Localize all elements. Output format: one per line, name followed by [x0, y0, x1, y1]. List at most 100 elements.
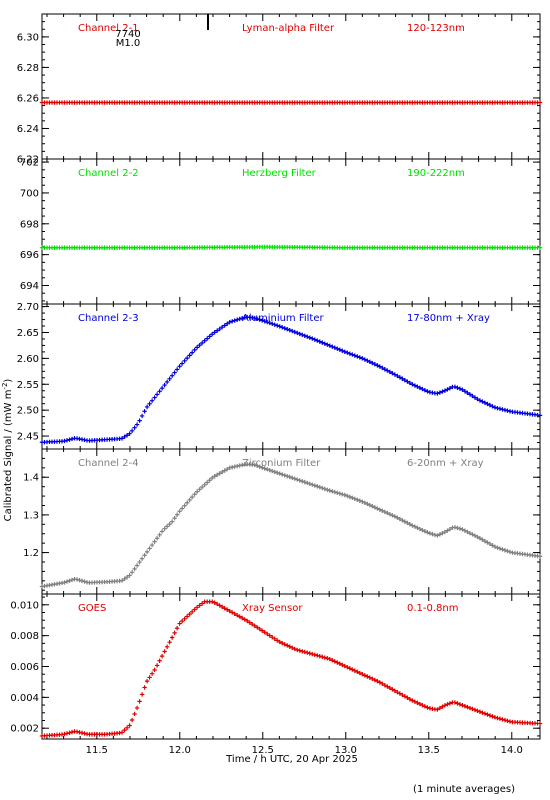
data-point	[455, 525, 460, 531]
data-point	[380, 681, 385, 686]
data-point	[387, 685, 393, 691]
data-point	[134, 563, 140, 568]
data-point	[219, 469, 225, 475]
data-point	[357, 355, 363, 360]
data-point	[300, 332, 305, 338]
data-point	[139, 556, 145, 561]
data-point	[240, 315, 245, 321]
data-point	[387, 511, 393, 517]
data-point	[320, 485, 325, 491]
data-point	[505, 408, 510, 413]
data-point	[452, 384, 458, 390]
data-point	[315, 338, 320, 343]
data-point	[297, 648, 302, 653]
data-point	[240, 615, 245, 621]
data-point	[182, 503, 187, 508]
data-point	[310, 482, 315, 487]
data-point	[472, 533, 478, 538]
data-point	[325, 342, 330, 347]
y-tick-label: 0.002	[10, 724, 39, 735]
data-point	[270, 468, 275, 474]
data-point	[224, 321, 230, 326]
data-point	[124, 725, 130, 731]
data-point	[129, 570, 135, 575]
data-point	[372, 677, 378, 683]
data-point	[222, 323, 227, 328]
data-point	[262, 466, 267, 471]
y-tick-label: 1.4	[23, 473, 39, 484]
data-point	[500, 717, 505, 722]
data-point	[402, 519, 408, 524]
y-tick-label: 6.22	[17, 155, 39, 166]
data-point	[119, 578, 125, 583]
data-point	[292, 329, 297, 335]
data-point	[375, 363, 380, 368]
y-axis-title: Calibrated Signal / (mW m-2)	[1, 379, 14, 522]
panel-1: 6.22 6.24 6.26 6.28 6.30 Channel 2-1 Lyman-alp…	[17, 13, 543, 166]
data-point	[157, 389, 162, 394]
data-point	[365, 501, 370, 507]
data-point	[470, 706, 475, 712]
data-point	[452, 700, 458, 705]
filter-label: Zirconium Filter	[242, 458, 321, 469]
data-series	[39, 100, 543, 105]
panels: 6.22 6.24 6.26 6.28 6.30 Channel 2-1 Lyman-alp…	[10, 13, 543, 756]
data-point	[412, 524, 418, 529]
data-point	[137, 418, 142, 423]
data-point	[367, 502, 373, 508]
data-point	[425, 530, 430, 535]
data-point	[360, 356, 365, 361]
data-point	[172, 370, 177, 375]
y-tick-label: 2.60	[17, 354, 39, 365]
data-point	[280, 472, 285, 477]
data-point	[372, 505, 378, 510]
y-tick-label: 1.2	[23, 548, 39, 559]
data-point	[335, 660, 340, 665]
data-point	[415, 700, 420, 706]
y-tick-label: 6.30	[17, 32, 39, 43]
data-point	[152, 667, 157, 673]
data-point	[445, 387, 450, 392]
data-point	[507, 549, 513, 555]
data-point	[347, 351, 353, 356]
data-point	[497, 406, 503, 411]
data-point	[267, 320, 272, 326]
data-point	[315, 484, 320, 489]
data-point	[335, 346, 340, 351]
data-point	[492, 405, 498, 410]
averaging-note: (1 minute averages)	[413, 784, 515, 795]
data-point	[162, 526, 167, 531]
data-point	[457, 526, 463, 531]
data-point	[345, 665, 350, 670]
data-point	[227, 319, 232, 325]
data-point	[252, 315, 257, 321]
data-point	[340, 662, 345, 668]
data-point	[285, 643, 290, 648]
data-point	[397, 516, 403, 522]
data-point	[385, 684, 390, 689]
y-tick-label: 0.004	[10, 693, 39, 704]
data-point	[255, 316, 260, 322]
data-point	[184, 355, 190, 361]
data-point	[537, 721, 543, 726]
data-point	[477, 536, 483, 541]
data-point	[482, 400, 488, 405]
data-point	[505, 548, 510, 554]
data-point	[62, 580, 67, 585]
data-point	[232, 318, 237, 323]
data-point	[345, 350, 350, 355]
data-point	[182, 616, 187, 621]
data-point	[430, 531, 435, 537]
data-point	[390, 371, 395, 376]
data-point	[177, 364, 182, 369]
data-point	[179, 506, 185, 511]
channel-label: Channel 2-3	[78, 313, 139, 324]
data-point	[440, 389, 445, 394]
data-point	[300, 479, 305, 484]
data-point	[204, 480, 210, 485]
data-point	[480, 537, 485, 542]
data-point	[154, 392, 160, 397]
data-point	[184, 614, 190, 619]
data-point	[420, 527, 425, 533]
data-point	[472, 707, 478, 713]
